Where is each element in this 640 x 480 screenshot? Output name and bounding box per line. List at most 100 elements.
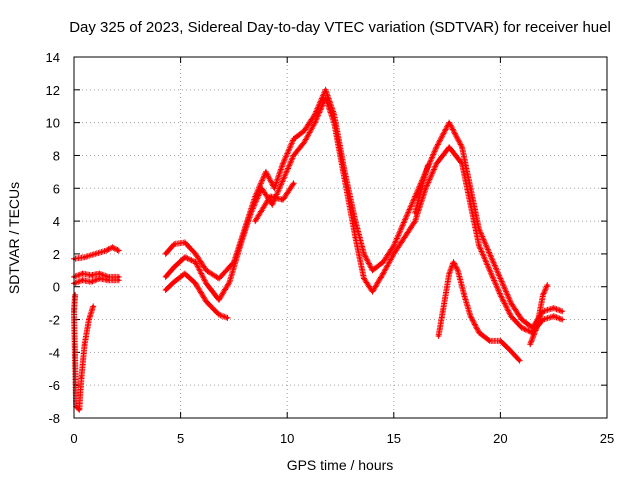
y-tick-label: 8 <box>53 148 60 163</box>
data-point <box>183 272 187 275</box>
x-tick-label: 15 <box>387 431 401 446</box>
data-point <box>332 121 336 125</box>
data-points <box>71 86 566 413</box>
series-track-1 <box>71 244 122 262</box>
data-point <box>477 244 481 248</box>
data-point <box>381 272 385 275</box>
x-tick-label: 5 <box>177 431 184 446</box>
data-point <box>104 249 108 253</box>
y-tick-label: 12 <box>46 83 60 98</box>
x-tick-label: 10 <box>280 431 294 446</box>
grid <box>74 57 607 418</box>
y-tick-label: -6 <box>48 378 60 393</box>
data-point <box>477 331 481 335</box>
data-point <box>81 278 84 282</box>
data-point <box>371 290 374 294</box>
y-axis-label: SDTVAR / TECUs <box>6 182 22 294</box>
data-point <box>462 293 466 297</box>
data-point <box>520 318 524 321</box>
data-point <box>447 145 451 149</box>
data-point <box>281 198 285 202</box>
data-point <box>183 241 187 244</box>
data-point <box>77 408 81 412</box>
y-tick-label: 6 <box>53 181 60 196</box>
data-point <box>204 300 208 303</box>
data-point <box>441 309 445 313</box>
data-point <box>117 275 121 279</box>
data-point <box>226 316 229 320</box>
data-point <box>164 252 168 256</box>
data-point <box>273 186 276 190</box>
y-tick-label: 4 <box>53 214 60 229</box>
data-point <box>435 145 438 149</box>
data-point <box>98 277 101 280</box>
data-point <box>194 282 197 285</box>
data-point <box>469 203 472 207</box>
data-point <box>435 162 438 166</box>
data-point <box>87 318 91 321</box>
data-point <box>264 170 268 174</box>
data-point <box>499 339 502 343</box>
data-point <box>426 163 430 167</box>
x-tick-label: 0 <box>70 431 77 446</box>
y-tick-label: 14 <box>46 50 60 65</box>
data-point <box>437 334 440 338</box>
data-point <box>413 211 417 215</box>
y-tick-label: -8 <box>48 411 60 426</box>
data-point <box>238 244 242 248</box>
y-tick-label: 0 <box>53 280 60 295</box>
data-point <box>560 309 564 313</box>
data-point <box>81 272 84 275</box>
data-point <box>217 298 221 302</box>
data-point <box>535 326 539 330</box>
y-tick-label: 2 <box>53 247 60 262</box>
data-point <box>292 137 295 141</box>
x-tick-label: 25 <box>600 431 614 446</box>
data-point <box>302 140 306 144</box>
data-point <box>183 255 187 259</box>
data-point <box>420 186 423 190</box>
data-point <box>217 277 221 280</box>
data-point <box>313 121 317 125</box>
x-tick-label: 20 <box>493 431 507 446</box>
data-point <box>460 162 464 166</box>
data-point <box>371 268 374 272</box>
data-point <box>74 405 78 408</box>
data-point <box>281 162 285 166</box>
data-point <box>541 318 545 321</box>
data-point <box>217 313 221 317</box>
y-tick-label: -4 <box>48 345 60 360</box>
data-point <box>413 195 417 198</box>
data-point <box>204 282 208 285</box>
data-point <box>488 268 492 272</box>
data-point <box>292 181 295 185</box>
data-point <box>324 88 327 92</box>
data-point <box>249 211 253 215</box>
data-point <box>528 342 532 346</box>
data-point <box>302 129 306 133</box>
series-track-8 <box>435 259 523 364</box>
data-point <box>499 277 502 280</box>
data-point <box>204 268 208 272</box>
data-point <box>172 242 176 246</box>
data-point <box>292 154 295 157</box>
data-point <box>260 186 264 190</box>
data-point <box>424 186 428 190</box>
data-point <box>164 288 168 292</box>
data-point <box>456 268 460 272</box>
series-track-10 <box>252 180 297 225</box>
data-point <box>83 342 87 346</box>
series-track-7 <box>162 270 231 321</box>
data-point <box>253 219 257 223</box>
series-track-3 <box>71 275 122 287</box>
data-point <box>460 145 464 149</box>
data-point <box>403 219 406 223</box>
data-point <box>452 260 455 264</box>
data-point <box>362 277 366 280</box>
data-point <box>507 347 511 351</box>
data-point <box>545 283 549 287</box>
data-point <box>98 272 101 275</box>
chart-title: Day 325 of 2023, Sidereal Day-to-day VTE… <box>69 19 611 36</box>
data-point <box>91 305 95 308</box>
